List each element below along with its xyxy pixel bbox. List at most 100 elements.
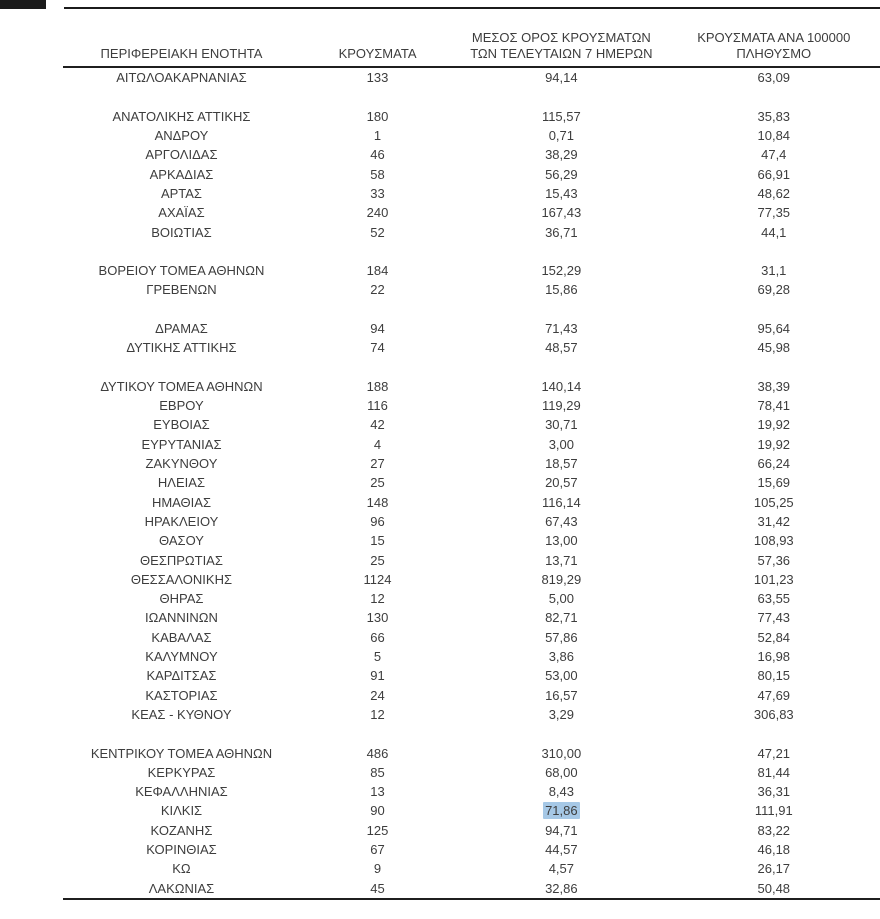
cases-cell: 24 (300, 686, 455, 705)
avg7-cell-value: 36,71 (545, 224, 578, 240)
spacer-row (63, 357, 880, 376)
avg7-cell-value: 3,86 (548, 649, 574, 665)
per100k-cell-value: 108,93 (753, 533, 794, 549)
avg7-cell: 30,71 (455, 415, 667, 434)
cases-cell-value: 27 (370, 456, 385, 472)
cases-cell-value: 4 (373, 436, 382, 452)
region-cell-value: ΑΙΤΩΛΟΑΚΑΡΝΑΝΙΑΣ (116, 70, 247, 86)
table-row: ΗΡΑΚΛΕΙΟΥ 96 67,43 31,42 (63, 512, 880, 531)
cases-cell: 27 (300, 454, 455, 473)
avg7-cell-value: 94,71 (545, 822, 578, 838)
header-per100k-line2: ΠΛΗΘΥΣΜΟ (736, 46, 812, 61)
per100k-cell-value: 19,92 (757, 417, 791, 433)
per100k-cell-value: 69,28 (757, 282, 791, 298)
per100k-cell: 47,69 (668, 686, 880, 705)
spacer-row (63, 300, 880, 319)
per100k-cell-value: 81,44 (757, 764, 791, 780)
per100k-cell-value: 63,55 (757, 591, 791, 607)
cases-cell: 96 (300, 512, 455, 531)
region-cell-value: ΑΧΑΪΑΣ (158, 205, 205, 221)
per100k-cell-value: 45,98 (757, 340, 791, 356)
spacer-row (63, 242, 880, 261)
per100k-cell-value: 78,41 (757, 398, 791, 414)
cases-cell: 1 (300, 126, 455, 145)
per100k-cell: 35,83 (668, 107, 880, 126)
region-cell-value: ΘΗΡΑΣ (159, 591, 204, 607)
region-cell: ΚΕΝΤΡΙΚΟΥ ΤΟΜΕΑ ΑΘΗΝΩΝ (63, 743, 300, 762)
region-cell: ΑΡΚΑΔΙΑΣ (63, 164, 300, 183)
region-cell-value: ΔΡΑΜΑΣ (155, 321, 208, 336)
region-cell: ΙΩΑΝΝΙΝΩΝ (63, 608, 300, 627)
region-cell-value: ΚΑΣΤΟΡΙΑΣ (145, 687, 218, 703)
per100k-cell-value: 15,69 (757, 475, 791, 491)
avg7-cell: 94,14 (455, 67, 667, 87)
cases-cell-value: 91 (370, 668, 385, 684)
region-cell-value: ΒΟΙΩΤΙΑΣ (151, 224, 212, 240)
region-cell: ΚΑΒΑΛΑΣ (63, 628, 300, 647)
avg7-cell: 819,29 (455, 570, 667, 589)
avg7-cell: 310,00 (455, 743, 667, 762)
per100k-cell-value: 35,83 (757, 108, 791, 124)
per100k-cell: 31,42 (668, 512, 880, 531)
per100k-cell: 48,62 (668, 184, 880, 203)
region-cell: ΔΥΤΙΚΗΣ ΑΤΤΙΚΗΣ (63, 338, 300, 357)
highlighted-value: 71,86 (543, 802, 580, 820)
cases-cell-value: 25 (370, 552, 385, 568)
region-cell: ΚΕΑΣ - ΚΥΘΝΟΥ (63, 705, 300, 724)
cases-cell-value: 74 (370, 340, 385, 356)
cases-cell-value: 12 (370, 706, 385, 722)
region-cell-value: ΔΥΤΙΚΟΥ ΤΟΜΕΑ ΑΘΗΝΩΝ (100, 378, 263, 394)
table-row: ΑΝΑΤΟΛΙΚΗΣ ΑΤΤΙΚΗΣ 180 115,57 35,83 (63, 107, 880, 126)
avg7-cell-value: 16,57 (545, 687, 578, 703)
avg7-cell-value: 3,29 (548, 706, 574, 722)
avg7-cell: 71,86 (455, 801, 667, 820)
avg7-cell-value: 310,00 (541, 745, 582, 761)
per100k-cell: 306,83 (668, 705, 880, 724)
cases-cell-value: 45 (370, 880, 385, 896)
cases-cell: 58 (300, 164, 455, 183)
avg7-cell-value: 67,43 (545, 513, 578, 529)
cases-cell-value: 240 (366, 205, 389, 221)
region-cell-value: ΘΑΣΟΥ (158, 533, 204, 549)
per100k-cell: 47,4 (668, 145, 880, 164)
per100k-cell-value: 306,83 (753, 706, 794, 722)
cases-cell-value: 125 (366, 822, 389, 838)
per100k-cell-value: 44,1 (761, 224, 787, 240)
avg7-cell: 18,57 (455, 454, 667, 473)
per100k-cell-value: 83,22 (757, 822, 791, 838)
avg7-cell: 67,43 (455, 512, 667, 531)
avg7-cell: 15,86 (455, 280, 667, 299)
avg7-cell: 167,43 (455, 203, 667, 222)
region-cell: ΕΥΡΥΤΑΝΙΑΣ (63, 435, 300, 454)
region-cell-value: ΑΡΤΑΣ (160, 185, 202, 201)
per100k-cell-value: 19,92 (757, 436, 791, 452)
cases-cell-value: 15 (370, 533, 385, 549)
region-cell-value: ΚΟΖΑΝΗΣ (150, 822, 213, 838)
cases-cell-value: 52 (370, 224, 385, 240)
cases-cell: 184 (300, 261, 455, 280)
cases-cell: 25 (300, 550, 455, 569)
avg7-cell: 119,29 (455, 396, 667, 415)
region-cell: ΗΜΑΘΙΑΣ (63, 493, 300, 512)
per100k-cell-value: 77,43 (757, 610, 791, 626)
cases-cell: 46 (300, 145, 455, 164)
cases-cell-value: 46 (370, 147, 385, 163)
avg7-cell: 68,00 (455, 763, 667, 782)
per100k-cell-value: 101,23 (753, 571, 794, 587)
avg7-cell: 3,86 (455, 647, 667, 666)
avg7-cell-value: 53,00 (545, 668, 578, 684)
cases-cell-value: 42 (370, 417, 385, 433)
avg7-cell: 5,00 (455, 589, 667, 608)
per100k-cell-value: 31,1 (761, 263, 787, 279)
avg7-cell: 140,14 (455, 377, 667, 396)
per100k-cell-value: 31,42 (757, 513, 791, 529)
per100k-cell-value: 105,25 (753, 494, 794, 510)
avg7-cell-value: 20,57 (545, 475, 578, 491)
avg7-cell-value: 32,86 (545, 880, 578, 896)
avg7-cell-value: 140,14 (541, 378, 582, 394)
table-row: ΓΡΕΒΕΝΩΝ 22 15,86 69,28 (63, 280, 880, 299)
region-cell: ΑΡΓΟΛΙΔΑΣ (63, 145, 300, 164)
per100k-cell: 63,09 (668, 67, 880, 87)
per100k-cell: 31,1 (668, 261, 880, 280)
